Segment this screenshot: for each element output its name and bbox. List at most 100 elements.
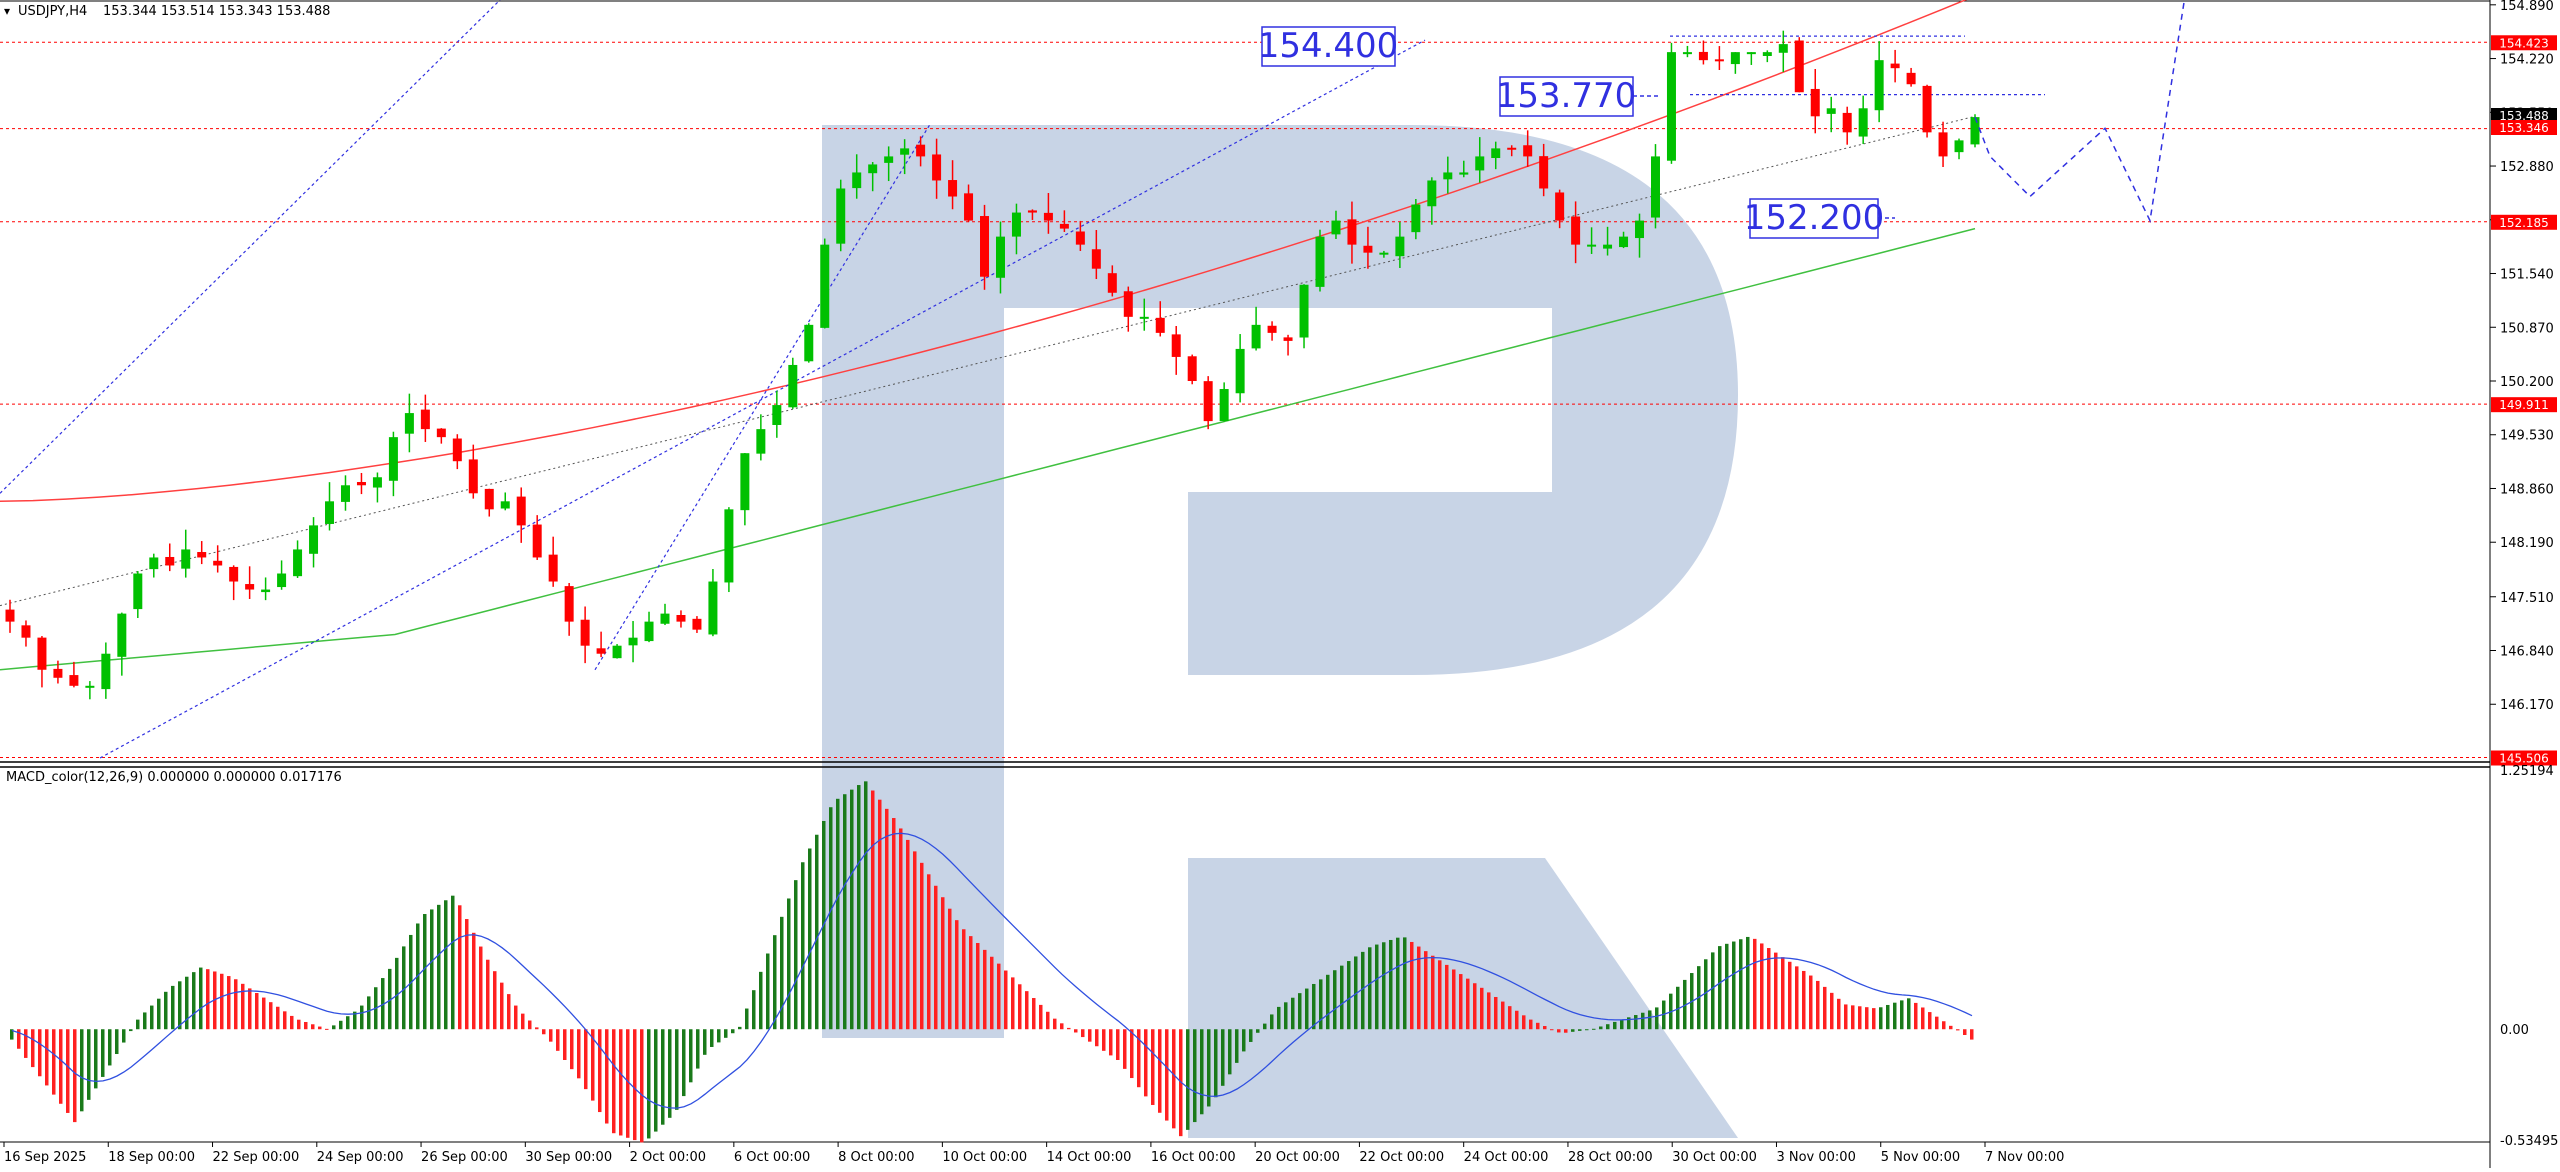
candle-body-117 bbox=[1874, 60, 1884, 111]
macd-bar-153 bbox=[1081, 1029, 1085, 1038]
macd-bar-35 bbox=[255, 992, 259, 1030]
macd-bar-183 bbox=[1291, 997, 1295, 1030]
forecast-path bbox=[1974, 0, 2186, 224]
macd-bar-256 bbox=[1802, 970, 1806, 1030]
macd-bar-170 bbox=[1200, 1029, 1204, 1115]
macd-bar-121 bbox=[857, 785, 861, 1030]
macd-bar-269 bbox=[1893, 1002, 1897, 1030]
candle-body-16 bbox=[261, 589, 271, 593]
macd-bar-0 bbox=[10, 1029, 14, 1040]
macd-bar-15 bbox=[115, 1029, 119, 1055]
candle-body-89 bbox=[1427, 180, 1437, 207]
time-tick-0: 16 Sep 2025 bbox=[4, 1150, 86, 1165]
macd-bar-107 bbox=[759, 971, 763, 1030]
candle-body-20 bbox=[325, 501, 335, 524]
macd-bar-208 bbox=[1466, 978, 1470, 1030]
candle-body-1 bbox=[21, 625, 31, 638]
macd-bar-227 bbox=[1599, 1026, 1603, 1030]
price-tick-0: 154.890 bbox=[2500, 0, 2554, 14]
time-tick-5: 30 Sep 00:00 bbox=[525, 1150, 612, 1165]
chart-symbol-arrow-icon[interactable]: ▾ bbox=[4, 4, 10, 18]
svg-text:153.770: 153.770 bbox=[1496, 76, 1637, 116]
macd-bar-54 bbox=[388, 968, 392, 1030]
candle-body-38 bbox=[612, 645, 622, 659]
macd-tick-1: 0.00 bbox=[2500, 1023, 2529, 1038]
macd-bar-268 bbox=[1886, 1004, 1890, 1030]
candle-body-57 bbox=[916, 144, 926, 157]
candle-body-67 bbox=[1075, 231, 1085, 245]
macd-bar-137 bbox=[969, 936, 973, 1030]
candle-body-8 bbox=[133, 573, 143, 610]
candle-body-121 bbox=[1938, 132, 1948, 157]
macd-bar-265 bbox=[1865, 1007, 1869, 1030]
candle-body-112 bbox=[1794, 40, 1804, 93]
macd-bar-113 bbox=[801, 862, 805, 1030]
macd-bar-117 bbox=[829, 807, 833, 1030]
macd-bar-261 bbox=[1837, 998, 1841, 1030]
candle-body-92 bbox=[1475, 156, 1485, 171]
candle-body-111 bbox=[1778, 44, 1788, 53]
macd-bar-142 bbox=[1004, 970, 1008, 1030]
macd-bar-9 bbox=[73, 1029, 77, 1123]
macd-bar-211 bbox=[1487, 992, 1491, 1030]
candle-body-68 bbox=[1091, 249, 1101, 269]
macd-bar-108 bbox=[766, 953, 770, 1030]
macd-bar-70 bbox=[500, 982, 504, 1030]
candle-body-75 bbox=[1203, 381, 1213, 422]
macd-bar-194 bbox=[1368, 947, 1372, 1030]
candle-body-29 bbox=[468, 459, 478, 494]
macd-bar-22 bbox=[164, 991, 168, 1030]
macd-bar-19 bbox=[143, 1012, 147, 1030]
macd-bar-8 bbox=[66, 1029, 70, 1113]
macd-bar-263 bbox=[1851, 1005, 1855, 1030]
level-tag-bg-3 bbox=[2491, 397, 2557, 413]
candle-body-56 bbox=[900, 148, 910, 155]
candle-body-46 bbox=[740, 453, 750, 511]
slow-moving-average-line bbox=[0, 227, 1976, 671]
time-tick-11: 16 Oct 00:00 bbox=[1151, 1150, 1236, 1165]
macd-bar-217 bbox=[1529, 1019, 1533, 1030]
macd-bar-182 bbox=[1284, 1002, 1288, 1030]
price-tick-5: 151.540 bbox=[2500, 268, 2554, 283]
macd-bar-71 bbox=[507, 994, 511, 1030]
macd-bar-1 bbox=[17, 1029, 21, 1049]
candle-body-10 bbox=[165, 556, 175, 566]
macd-bar-179 bbox=[1263, 1023, 1267, 1030]
candle-body-54 bbox=[868, 164, 878, 174]
level-tag-3: 149.911 bbox=[2499, 398, 2549, 412]
macd-bar-80 bbox=[570, 1029, 574, 1070]
level-tag-bg-2 bbox=[2491, 214, 2557, 230]
macd-bar-244 bbox=[1718, 946, 1722, 1030]
candle-body-27 bbox=[436, 428, 446, 438]
macd-bar-44 bbox=[318, 1026, 322, 1030]
macd-bar-66 bbox=[472, 932, 476, 1030]
macd-bar-100 bbox=[710, 1029, 714, 1047]
macd-bar-112 bbox=[794, 880, 798, 1030]
macd-bar-134 bbox=[948, 908, 952, 1030]
candle-body-108 bbox=[1730, 52, 1740, 65]
macd-signal-line bbox=[11, 832, 1973, 1109]
macd-bar-214 bbox=[1508, 1006, 1512, 1030]
macd-bar-99 bbox=[703, 1029, 707, 1055]
time-tick-4: 26 Sep 00:00 bbox=[421, 1150, 508, 1165]
candle-body-98 bbox=[1571, 216, 1581, 245]
candle-body-122 bbox=[1954, 140, 1964, 153]
candle-body-39 bbox=[628, 637, 638, 646]
time-tick-2: 22 Sep 00:00 bbox=[213, 1150, 300, 1165]
macd-bar-186 bbox=[1312, 983, 1316, 1030]
candle-body-88 bbox=[1411, 204, 1421, 233]
macd-bar-195 bbox=[1375, 944, 1379, 1030]
macd-bar-159 bbox=[1123, 1029, 1127, 1069]
trend-line-1 bbox=[99, 39, 1426, 759]
macd-bar-18 bbox=[136, 1019, 140, 1030]
macd-bar-97 bbox=[689, 1029, 693, 1083]
macd-bar-185 bbox=[1305, 988, 1309, 1030]
candle-body-72 bbox=[1155, 317, 1165, 333]
level-tag-4: 145.506 bbox=[2499, 752, 2549, 766]
macd-bar-161 bbox=[1137, 1029, 1141, 1088]
macd-bar-272 bbox=[1914, 1002, 1918, 1030]
price-tick-6: 150.870 bbox=[2500, 321, 2554, 336]
macd-bar-225 bbox=[1585, 1029, 1589, 1031]
macd-bar-139 bbox=[983, 949, 987, 1030]
